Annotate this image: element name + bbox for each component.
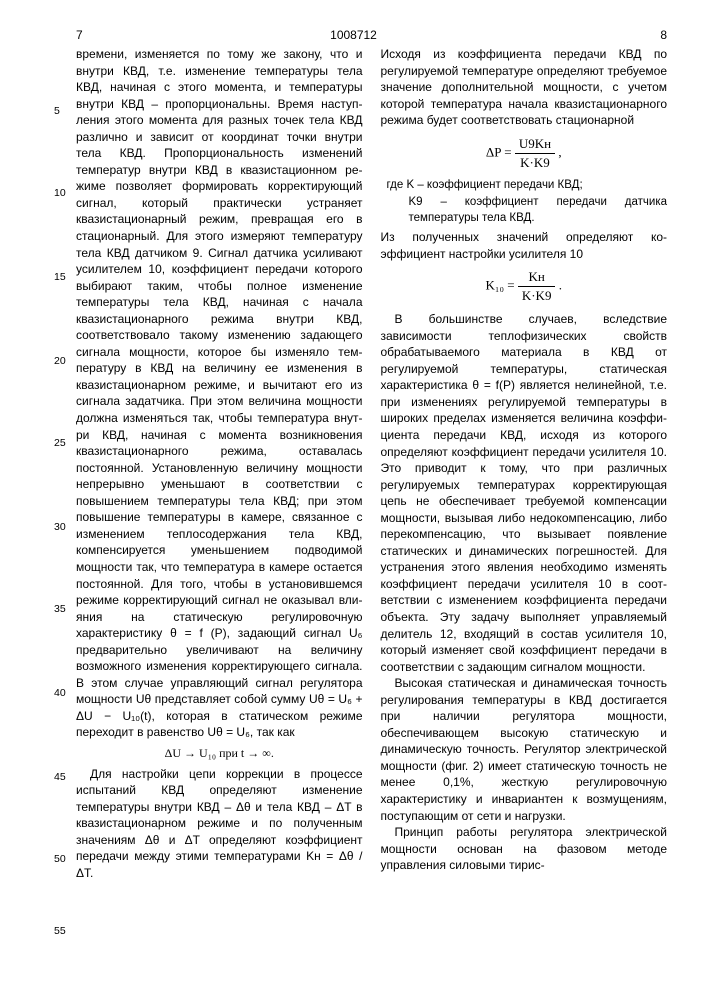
- where-clause: K9 – коэффициент передачи датчи­ка темпе…: [381, 195, 668, 227]
- line-number: 50: [54, 852, 66, 866]
- line-number: 40: [54, 686, 66, 700]
- formula-k10: K₁₀ = Kн K·K9 .: [381, 268, 668, 305]
- right-column: Исходя из коэффициента передачи КВД по р…: [381, 46, 668, 881]
- line-number: 15: [54, 270, 66, 284]
- formula-lhs: ΔP =: [486, 144, 512, 159]
- numerator: U9Kн: [515, 135, 555, 154]
- page-number-left: 7: [76, 28, 83, 42]
- numerator: Kн: [518, 268, 556, 287]
- body-text: времени, изменяется по тому же за­кону, …: [76, 46, 363, 741]
- body-text: Из полученных значений определяют ко­эфф…: [381, 229, 668, 262]
- line-number: 5: [54, 104, 60, 118]
- line-number: 25: [54, 436, 66, 450]
- page: 7 8 1008712 5 10 15 20 25 30 35 40 45 50…: [0, 0, 707, 1000]
- page-number-right: 8: [660, 28, 667, 42]
- line-number: 55: [54, 924, 66, 938]
- denominator: K·K9: [518, 287, 556, 305]
- line-number: 45: [54, 770, 66, 784]
- left-column: 5 10 15 20 25 30 35 40 45 50 55 времени,…: [76, 46, 363, 881]
- body-text: В большинстве случаев, вследствие зависи…: [381, 311, 668, 675]
- body-text: Принцип работы регулятора элект­рической…: [381, 824, 668, 874]
- fraction: Kн K·K9: [518, 268, 556, 305]
- columns: 5 10 15 20 25 30 35 40 45 50 55 времени,…: [76, 46, 667, 881]
- line-number: 20: [54, 354, 66, 368]
- formula: ΔU → U₁₀ при t → ∞.: [76, 745, 363, 762]
- fraction: U9Kн K·K9: [515, 135, 555, 172]
- line-number: 10: [54, 186, 66, 200]
- body-text: Высокая статическая и динамичес­кая точн…: [381, 675, 668, 824]
- where-clause: где K – коэффициент передачи КВД;: [381, 178, 668, 194]
- formula-tail: .: [559, 278, 562, 293]
- line-number: 30: [54, 520, 66, 534]
- formula-delta-p: ΔP = U9Kн K·K9 ,: [381, 135, 668, 172]
- line-number: 35: [54, 602, 66, 616]
- formula-lhs: K₁₀ =: [486, 278, 515, 293]
- body-text: Исходя из коэффициента передачи КВД по р…: [381, 46, 668, 129]
- formula-tail: ,: [558, 144, 561, 159]
- body-text: Для настройки цепи коррекции в процессе …: [76, 766, 363, 882]
- document-number: 1008712: [330, 28, 377, 42]
- denominator: K·K9: [515, 154, 555, 172]
